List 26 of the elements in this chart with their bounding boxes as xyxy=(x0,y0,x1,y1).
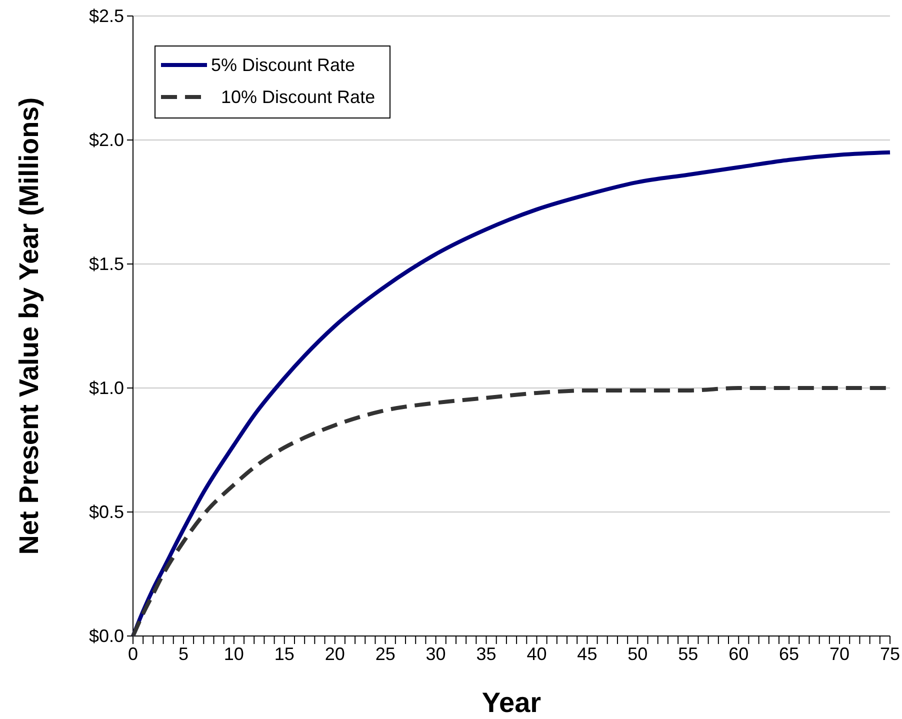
x-tick-label: 30 xyxy=(426,644,446,664)
x-tick-label: 45 xyxy=(577,644,598,664)
x-tick-label: 10 xyxy=(224,644,244,664)
x-axis-title: Year xyxy=(482,687,542,718)
x-tick-label: 75 xyxy=(880,644,900,664)
x-tick-label: 0 xyxy=(128,644,138,664)
legend-label: 10% Discount Rate xyxy=(221,87,376,107)
y-tick-label: $1.5 xyxy=(88,254,124,274)
y-tick-label: $0.0 xyxy=(88,626,124,646)
y-tick-label: $2.0 xyxy=(88,130,124,150)
y-tick-label: $1.0 xyxy=(88,378,124,398)
x-tick-label: 70 xyxy=(830,644,850,664)
y-axis-title: Net Present Value by Year (Millions) xyxy=(14,97,44,555)
x-tick-label: 5 xyxy=(178,644,188,664)
x-tick-label: 55 xyxy=(678,644,698,664)
x-tick-label: 60 xyxy=(728,644,749,664)
x-tick-label: 25 xyxy=(375,644,396,664)
y-tick-label: $2.5 xyxy=(88,6,124,26)
x-tick-label: 20 xyxy=(324,644,345,664)
x-tick-label: 15 xyxy=(274,644,294,664)
y-tick-label: $0.5 xyxy=(88,502,124,522)
x-tick-label: 40 xyxy=(526,644,547,664)
x-tick-label: 50 xyxy=(628,644,648,664)
x-tick-label: 35 xyxy=(476,644,496,664)
x-tick-label: 65 xyxy=(779,644,800,664)
legend-label: 5% Discount Rate xyxy=(211,55,356,75)
